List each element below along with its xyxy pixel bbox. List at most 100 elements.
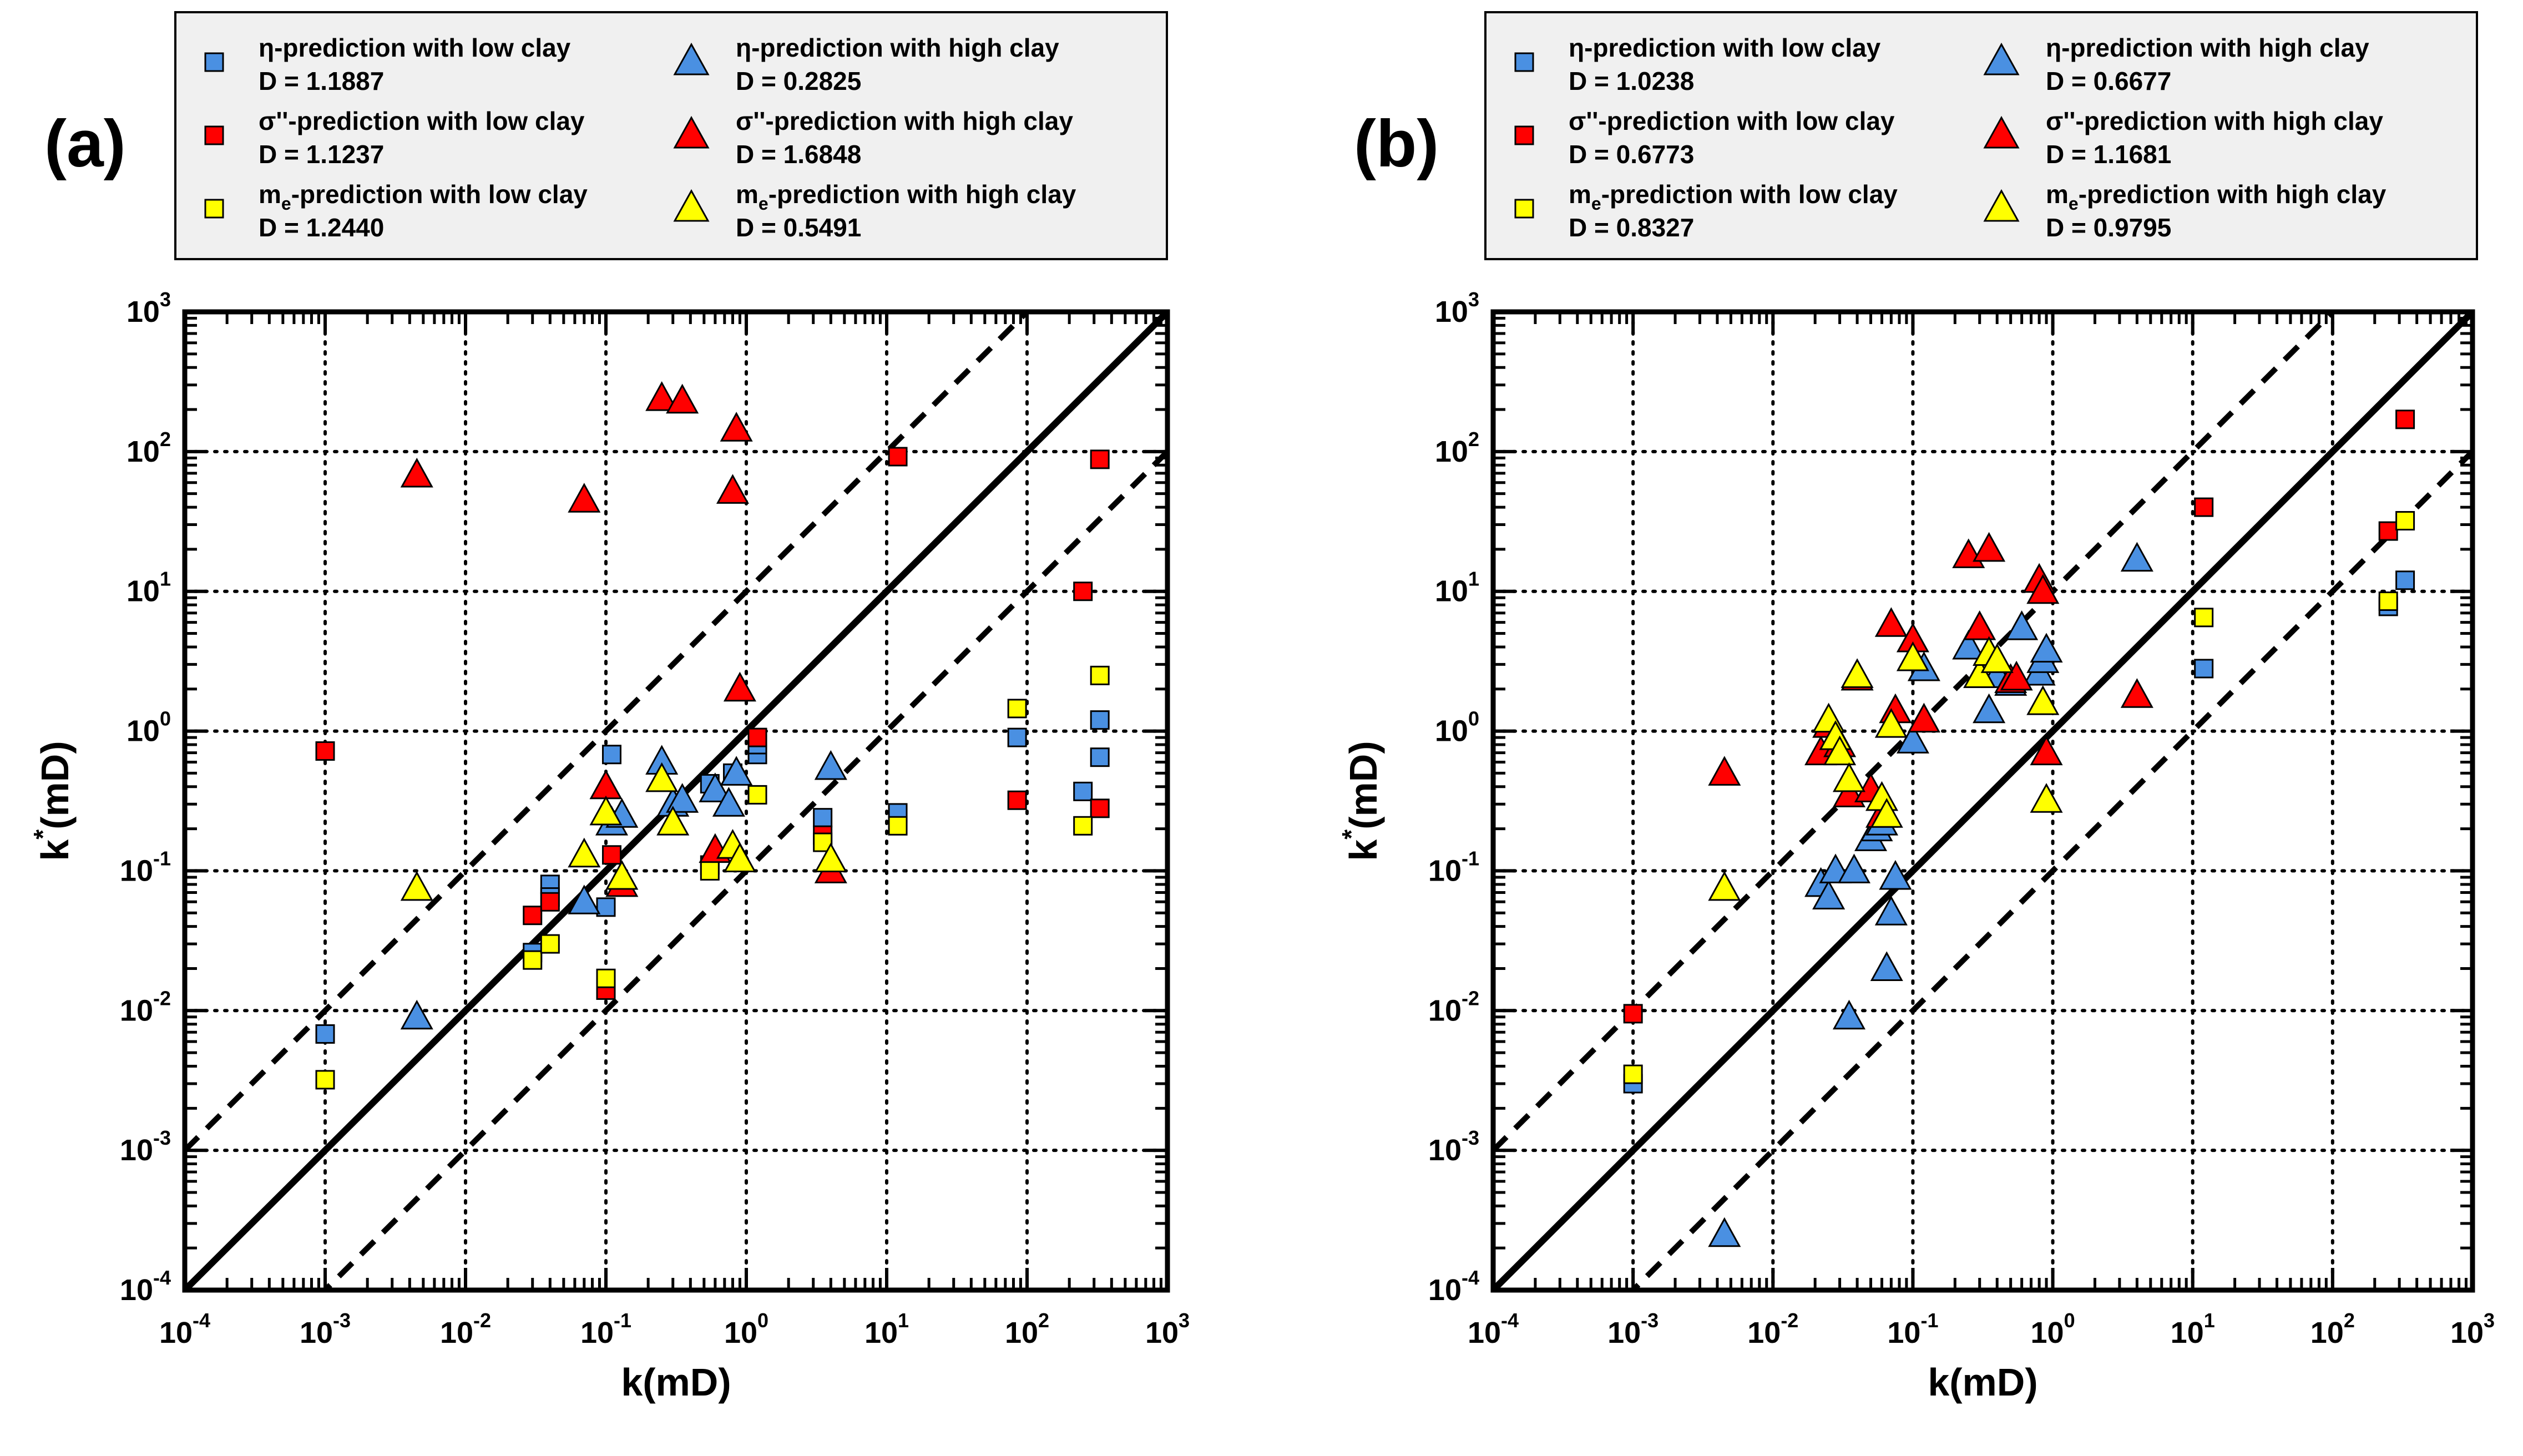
- marker-square-red: [2378, 521, 2398, 541]
- legend-label: me-prediction with high clay: [2046, 180, 2387, 214]
- x-tick-label: 101: [2171, 1309, 2215, 1349]
- y-axis-title: k*(mD): [28, 741, 77, 861]
- marker-square-yellow: [888, 816, 908, 836]
- x-tick-label: 100: [724, 1309, 768, 1349]
- legend-d-value: D = 0.8327: [1569, 213, 1694, 242]
- x-tick-label: 103: [2450, 1309, 2495, 1349]
- legend-marker-triangle: [673, 189, 710, 222]
- legend-d-value: D = 0.5491: [736, 213, 861, 242]
- legend-marker-triangle: [673, 42, 710, 75]
- marker-triangle-red: [645, 381, 679, 411]
- marker-triangle-blue: [720, 756, 753, 786]
- marker-triangle-blue: [1870, 951, 1903, 981]
- marker-triangle-red: [2000, 660, 2033, 691]
- marker-triangle-blue: [1874, 896, 1908, 926]
- marker-triangle-yellow: [656, 806, 690, 836]
- y-tick-label: 10-4: [120, 1266, 171, 1307]
- reference-lines: [1493, 312, 2473, 1290]
- chart-panel-1: 10-410-4 10-3 10-3 10-2 10-2 10-1 10-1 100 100 10…: [28, 11, 1190, 1404]
- legend-marker-square: [1514, 125, 1534, 145]
- marker-square-blue: [813, 808, 833, 828]
- marker-triangle-red: [1907, 702, 1940, 733]
- x-tick-label: 10-1: [1887, 1309, 1938, 1349]
- y-tick-label: 10-1: [1428, 847, 1479, 887]
- marker-square-blue: [315, 1024, 335, 1044]
- x-tick-label: 10-2: [440, 1309, 491, 1349]
- legend-marker-triangle: [1983, 115, 2020, 149]
- legend-marker-triangle: [1983, 189, 2020, 222]
- marker-triangle-yellow: [1823, 735, 1857, 766]
- marker-triangle-red: [400, 457, 433, 488]
- x-tick-label: 103: [1145, 1309, 1190, 1349]
- axis-ticks: 10-410-4 10-3 10-3 10-2 10-2 10-1 10-1 100 100 10…: [1428, 288, 2495, 1349]
- marker-square-yellow: [2395, 510, 2415, 530]
- marker-triangle-yellow: [1708, 871, 1741, 901]
- marker-triangle-blue: [2120, 542, 2153, 572]
- factor-ten-line: [185, 312, 1032, 1152]
- axis-frame: [1490, 309, 2475, 1293]
- legend-d-value: D = 1.0238: [1569, 67, 1694, 95]
- marker-square-yellow: [523, 950, 543, 970]
- x-axis-title: k(mD): [621, 1361, 731, 1404]
- marker-square-yellow: [747, 785, 767, 805]
- legend-d-value: D = 1.6848: [736, 140, 861, 169]
- panel-label: (b): [1354, 107, 1439, 181]
- marker-square-red: [1090, 798, 1110, 818]
- marker-triangle-yellow: [1870, 798, 1903, 828]
- marker-triangle-blue: [1952, 629, 1985, 660]
- legend-d-value: D = 0.2825: [736, 67, 861, 95]
- marker-square-blue: [1007, 727, 1027, 747]
- legend-label: me-prediction with high clay: [736, 180, 1076, 214]
- marker-triangle-yellow: [2030, 783, 2063, 813]
- marker-square-yellow: [1090, 665, 1110, 685]
- marker-square-red: [747, 727, 767, 747]
- marker-triangle-yellow: [723, 842, 756, 872]
- legend-entry: η-prediction with high clay D = 0.6677: [1983, 33, 2369, 95]
- y-tick-label: 101: [127, 568, 171, 608]
- legend-d-value: D = 1.1237: [259, 140, 384, 169]
- legend-d-value: D = 0.6773: [1569, 140, 1694, 169]
- y-tick-label: 102: [127, 428, 171, 468]
- marker-triangle-red: [589, 769, 623, 800]
- marker-triangle-blue: [699, 772, 732, 802]
- x-tick-label: 10-2: [1747, 1309, 1798, 1349]
- marker-square-yellow: [2378, 591, 2398, 611]
- marker-square-yellow: [315, 1070, 335, 1090]
- marker-triangle-blue: [1973, 693, 2006, 724]
- marker-triangle-red: [2120, 678, 2153, 708]
- marker-square-blue: [2395, 570, 2415, 590]
- axis-ticks: 10-410-4 10-3 10-3 10-2 10-2 10-1 10-1 100 100 10…: [120, 288, 1190, 1349]
- legend-entry: σ''-prediction with high clay D = 1.1681: [1983, 107, 2383, 169]
- marker-triangle-yellow: [400, 871, 433, 901]
- data-points: [315, 381, 1110, 1090]
- marker-square-red: [601, 845, 621, 865]
- marker-triangle-red: [1963, 610, 1996, 640]
- marker-triangle-red: [1973, 532, 2006, 562]
- marker-square-red: [1007, 790, 1027, 810]
- legend-box: [1484, 11, 2478, 260]
- legend-label: σ''-prediction with low clay: [1569, 107, 1895, 135]
- marker-square-yellow: [813, 832, 833, 852]
- marker-square-yellow: [1623, 1064, 1643, 1084]
- marker-square-yellow: [700, 861, 720, 881]
- x-tick-label: 100: [2031, 1309, 2075, 1349]
- marker-square-yellow: [1073, 816, 1093, 836]
- legend-label: η-prediction with high clay: [2046, 33, 2369, 62]
- marker-triangle-blue: [712, 787, 745, 817]
- legend-entry: σ''-prediction with high clay D = 1.6848: [673, 107, 1073, 169]
- legend-marker-square: [204, 52, 224, 72]
- marker-square-yellow: [540, 934, 560, 954]
- legend-marker-square: [1514, 52, 1534, 72]
- marker-triangle-blue: [2030, 633, 2063, 663]
- y-tick-label: 10-3: [120, 1126, 171, 1167]
- marker-triangle-red: [568, 483, 601, 513]
- marker-square-blue: [1073, 781, 1093, 801]
- chart-panel-2: 10-410-4 10-3 10-3 10-2 10-2 10-1 10-1 100 100 10…: [1337, 11, 2495, 1404]
- marker-triangle-yellow: [814, 842, 847, 872]
- marker-triangle-red: [716, 474, 750, 504]
- marker-triangle-yellow: [1963, 658, 1996, 688]
